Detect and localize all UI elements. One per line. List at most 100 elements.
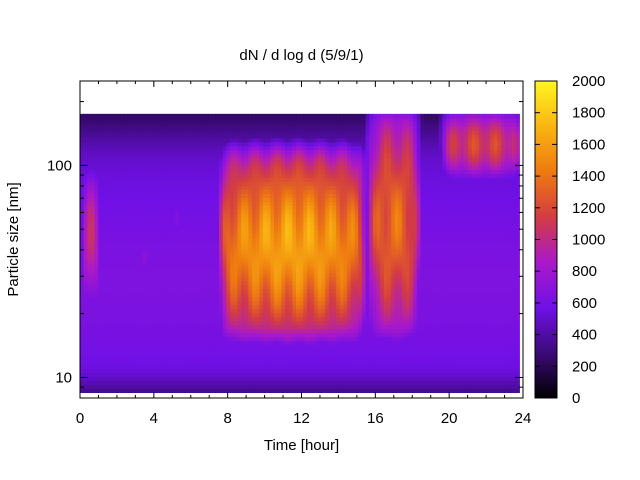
- heatmap-cell: [274, 376, 279, 382]
- heatmap-cell: [160, 249, 165, 254]
- heatmap-cell: [332, 201, 337, 206]
- heatmap-cell: [156, 308, 162, 314]
- heatmap-cell: [215, 201, 220, 206]
- heatmap-cell: [328, 324, 334, 330]
- heatmap-cell: [197, 261, 202, 266]
- heatmap-cell: [292, 368, 297, 374]
- heatmap-cell: [197, 352, 202, 358]
- heatmap-cell: [98, 153, 103, 159]
- heatmap-cell: [292, 169, 297, 175]
- heatmap-cell: [233, 153, 239, 159]
- heatmap-cell: [233, 273, 239, 278]
- heatmap-cell: [252, 237, 257, 242]
- heatmap-cell: [299, 265, 304, 270]
- heatmap-cell: [156, 161, 162, 167]
- heatmap-cell: [314, 292, 319, 298]
- heatmap-cell: [211, 336, 217, 342]
- heatmap-cell: [186, 356, 191, 362]
- heatmap-cell: [186, 280, 191, 286]
- heatmap-cell: [237, 237, 242, 242]
- heatmap-cell: [171, 185, 176, 191]
- heatmap-cell: [83, 344, 88, 350]
- heatmap-cell: [178, 145, 184, 151]
- heatmap-cell: [237, 296, 242, 302]
- heatmap-cell: [237, 193, 242, 199]
- heatmap-cell: [131, 280, 136, 286]
- heatmap-cell: [156, 205, 162, 210]
- heatmap-cell: [90, 320, 96, 326]
- heatmap-cell: [317, 133, 323, 139]
- heatmap-cell: [299, 304, 304, 310]
- heatmap-cell: [197, 364, 202, 370]
- heatmap-cell: [281, 209, 286, 214]
- heatmap-cell: [131, 356, 136, 362]
- heatmap-cell: [116, 161, 121, 167]
- heatmap-cell: [285, 157, 290, 163]
- heatmap-cell: [123, 229, 129, 234]
- heatmap-cell: [167, 384, 173, 390]
- heatmap-cell: [211, 344, 217, 350]
- heatmap-cell: [332, 193, 337, 199]
- heatmap-cell: [87, 145, 92, 151]
- heatmap-cell: [123, 121, 129, 127]
- heatmap-cell: [101, 257, 107, 262]
- heatmap-cell: [109, 125, 114, 131]
- heatmap-cell: [175, 145, 180, 151]
- heatmap-cell: [292, 217, 297, 222]
- heatmap-cell: [310, 201, 315, 206]
- heatmap-cell: [153, 185, 158, 191]
- heatmap-cell: [175, 300, 180, 306]
- heatmap-cell: [149, 225, 154, 230]
- heatmap-cell: [321, 344, 326, 350]
- heatmap-cell: [336, 336, 341, 342]
- heatmap-cell: [285, 113, 290, 119]
- heatmap-cell: [182, 261, 187, 266]
- heatmap-cell: [83, 201, 88, 206]
- heatmap-cell: [237, 384, 242, 390]
- heatmap-cell: [178, 133, 184, 139]
- heatmap-cell: [186, 284, 191, 290]
- heatmap-cell: [339, 372, 345, 378]
- heatmap-cell: [299, 380, 304, 386]
- heatmap-cell: [270, 157, 275, 163]
- heatmap-cell: [248, 149, 253, 155]
- heatmap-cell: [211, 121, 217, 127]
- heatmap-cell: [317, 332, 323, 338]
- heatmap-cell: [292, 308, 297, 314]
- heatmap-cell: [215, 348, 220, 354]
- heatmap-cell: [263, 300, 268, 306]
- heatmap-cell: [339, 288, 345, 294]
- heatmap-cell: [295, 280, 301, 286]
- heatmap-cell: [285, 368, 290, 374]
- heatmap-cell: [226, 356, 231, 362]
- heatmap-cell: [285, 316, 290, 322]
- heatmap-cell: [145, 241, 151, 246]
- heatmap-cell: [325, 360, 330, 366]
- heatmap-cell: [175, 257, 180, 262]
- heatmap-cell: [230, 312, 235, 318]
- heatmap-cell: [288, 332, 293, 338]
- heatmap-cell: [142, 185, 147, 191]
- heatmap-cell: [241, 217, 246, 222]
- heatmap-cell: [244, 173, 249, 179]
- heatmap-cell: [310, 181, 315, 187]
- heatmap-cell: [204, 316, 209, 322]
- heatmap-cell: [295, 320, 301, 326]
- heatmap-cell: [189, 300, 195, 306]
- heatmap-cell: [127, 277, 132, 282]
- heatmap-cell: [303, 384, 308, 390]
- heatmap-cell: [145, 284, 151, 290]
- heatmap-cell: [83, 113, 88, 119]
- heatmap-cell: [211, 205, 217, 210]
- heatmap-cell: [153, 189, 158, 195]
- heatmap-cell: [153, 364, 158, 370]
- heatmap-cell: [153, 133, 158, 139]
- heatmap-cell: [131, 181, 136, 187]
- heatmap-cell: [237, 113, 242, 119]
- heatmap-cell: [182, 217, 187, 222]
- heatmap-cell: [295, 257, 301, 262]
- heatmap-cell: [281, 137, 286, 143]
- heatmap-cell: [149, 145, 154, 151]
- heatmap-cell: [116, 165, 121, 171]
